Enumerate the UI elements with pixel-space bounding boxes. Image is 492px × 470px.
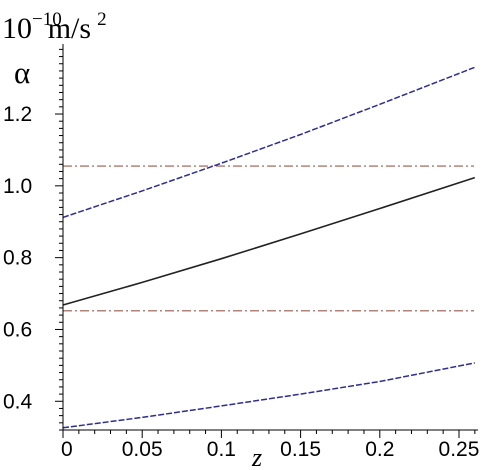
x-tick-label: 0.05 xyxy=(122,438,163,461)
lower-bound-series-line xyxy=(62,362,475,429)
y-axis-unit-label: 10−10m/s 2 xyxy=(2,9,107,45)
x-axis-label: z xyxy=(251,443,262,470)
y-tick-label: 0.8 xyxy=(3,247,32,270)
x-tick-label: 0.1 xyxy=(207,438,236,461)
x-ticks xyxy=(62,430,476,438)
y-tick-label: 1.0 xyxy=(3,175,32,198)
y-axis-symbol: α xyxy=(14,55,30,90)
x-axis: 0 0.05 0.1 0.15 0.2 0.25 xyxy=(61,429,479,461)
x-tick-label: 0.2 xyxy=(365,438,394,461)
y-unit-exponent: −10 xyxy=(32,9,62,30)
y-axis: 0.4 0.6 0.8 1.0 1.2 xyxy=(3,44,64,431)
upper-bound-series-line xyxy=(62,66,476,219)
y-tick-label: 1.2 xyxy=(3,103,32,126)
series-lines xyxy=(62,66,476,429)
y-unit-rest: m/s xyxy=(48,12,91,45)
y-tick-label: 0.4 xyxy=(3,390,33,413)
y-ticks xyxy=(55,48,63,431)
y-tick-label: 0.6 xyxy=(3,318,32,341)
y-unit-base: 10 xyxy=(2,12,32,45)
x-tick-label: 0.25 xyxy=(439,438,480,461)
x-tick-label: 0.15 xyxy=(280,438,321,461)
y-unit-power: 2 xyxy=(97,9,107,30)
plot-area xyxy=(62,66,476,429)
x-tick-labels: 0 0.05 0.1 0.15 0.2 0.25 xyxy=(61,438,479,461)
y-tick-labels: 0.4 0.6 0.8 1.0 1.2 xyxy=(3,103,33,413)
reference-lines xyxy=(63,165,474,312)
x-tick-label: 0 xyxy=(61,438,73,461)
central-series-line xyxy=(62,176,476,306)
